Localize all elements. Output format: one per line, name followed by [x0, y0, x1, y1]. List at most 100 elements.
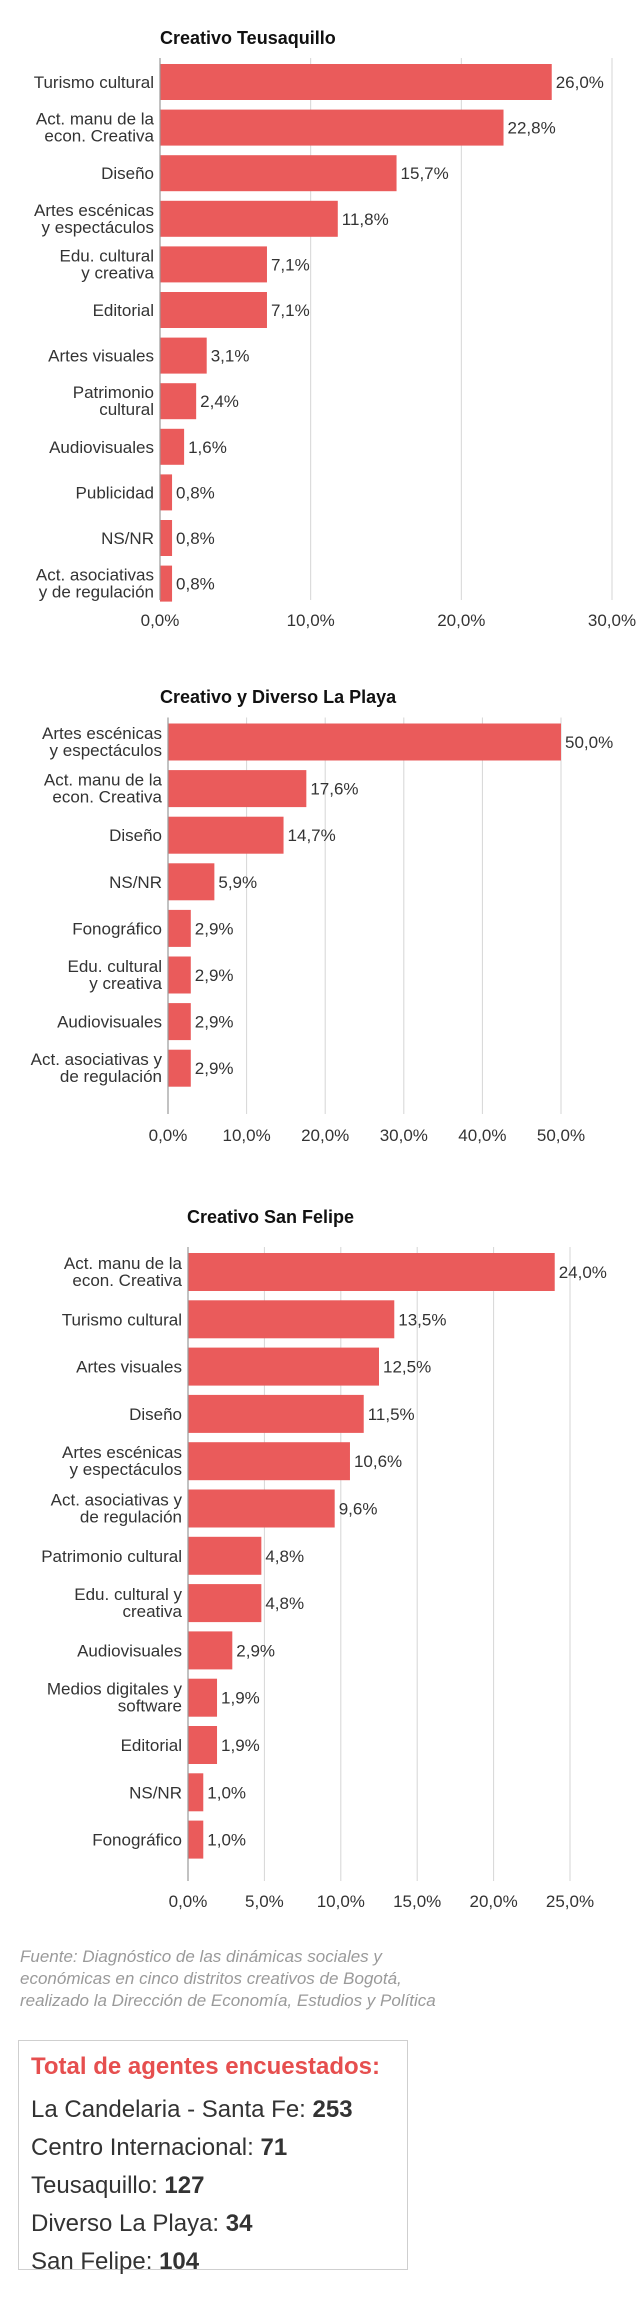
chart-title: Creativo San Felipe: [187, 1207, 354, 1227]
total-row-san-felipe: San Felipe: 104: [31, 2243, 395, 2281]
value-label: 2,4%: [200, 392, 239, 411]
bar: [188, 1253, 555, 1291]
bar: [168, 770, 307, 808]
source-note: Fuente: Diagnóstico de las dinámicas soc…: [20, 1946, 620, 2012]
total-value: 71: [260, 2134, 288, 2161]
chart-creativo-diverso-la-playa: Creativo y Diverso La Playa 0,0% 10,0% 20,0…: [31, 687, 614, 1145]
x-tick-label: 50,0%: [537, 1126, 585, 1145]
bar: [160, 383, 197, 420]
value-label: 4,8%: [265, 1547, 304, 1566]
total-value: 104: [159, 2248, 200, 2275]
value-label: 7,1%: [271, 255, 310, 274]
bar: [160, 200, 338, 237]
x-tick-label: 20,0%: [469, 1892, 517, 1911]
category-label: NS/NR: [109, 873, 162, 892]
total-label: Diverso La Playa:: [31, 2210, 226, 2237]
bar: [160, 337, 207, 374]
category-label: Act. manu de la econ. Creativa: [44, 771, 163, 807]
value-label: 7,1%: [271, 301, 310, 320]
category-label: Act. manu de la econ. Creativa: [64, 1254, 183, 1290]
value-label: 1,9%: [221, 1736, 260, 1755]
source-line: Fuente: Diagnóstico de las dinámicas soc…: [20, 1947, 382, 1966]
value-label: 2,9%: [195, 919, 234, 938]
category-label: Turismo cultural: [62, 1310, 182, 1329]
bar: [160, 474, 173, 511]
total-row-diverso-la-playa: Diverso La Playa: 34: [31, 2205, 395, 2243]
category-label: Artes escénicas y espectáculos: [34, 201, 154, 237]
category-label: Fonográfico: [92, 1831, 182, 1850]
x-tick-label: 30,0%: [380, 1126, 428, 1145]
category-label: Patrimonio cultural: [41, 1547, 182, 1566]
value-label: 12,5%: [383, 1358, 431, 1377]
chart-creativo-san-felipe: Creativo San Felipe 0,0% 5,0% 10,0% 15,0% 20,…: [41, 1207, 607, 1911]
x-tick-label: 40,0%: [458, 1126, 506, 1145]
category-label: Edu. cultural y creativa: [68, 957, 163, 993]
total-label: San Felipe:: [31, 2248, 160, 2275]
value-label: 26,0%: [556, 73, 604, 92]
bar: [188, 1678, 218, 1717]
bar: [168, 1049, 191, 1087]
value-label: 15,7%: [401, 164, 449, 183]
value-label: 3,1%: [211, 347, 250, 366]
value-label: 2,9%: [195, 1059, 234, 1078]
value-label: 1,0%: [207, 1831, 246, 1850]
category-label: Act. asociativas y de regulación: [36, 566, 154, 602]
total-label: Centro Internacional:: [31, 2134, 261, 2161]
value-label: 14,7%: [288, 826, 336, 845]
value-label: 9,6%: [339, 1500, 378, 1519]
value-label: 4,8%: [265, 1594, 304, 1613]
value-label: 1,6%: [188, 438, 227, 457]
category-label: Patrimonio cultural: [73, 383, 154, 419]
category-label: Artes escénicas y espectáculos: [42, 724, 162, 760]
bar: [160, 292, 267, 328]
category-label: Fonográfico: [72, 919, 162, 938]
value-label: 5,9%: [218, 873, 257, 892]
category-label: Artes visuales: [48, 347, 154, 366]
source-line: económicas en cinco distritos creativos …: [20, 1969, 402, 1988]
bar: [188, 1536, 262, 1575]
category-label: Editorial: [121, 1736, 182, 1755]
bar: [188, 1820, 204, 1859]
source-line: realizado la Dirección de Economía, Estu…: [20, 1991, 436, 2010]
bar: [188, 1631, 233, 1670]
total-row-centro-internacional: Centro Internacional: 71: [31, 2129, 395, 2167]
category-label: Audiovisuales: [57, 1013, 162, 1032]
totals-title: Total de agentes encuestados:: [31, 2053, 380, 2080]
bar: [168, 816, 284, 854]
category-label: Turismo cultural: [34, 73, 154, 92]
x-tick-label: 0,0%: [149, 1126, 188, 1145]
total-row-la-candelaria: La Candelaria - Santa Fe: 253: [31, 2091, 395, 2129]
bar: [188, 1442, 350, 1481]
value-label: 0,8%: [176, 529, 215, 548]
bar: [160, 64, 552, 100]
value-label: 1,9%: [221, 1689, 260, 1708]
category-label: Edu. cultural y creativa: [60, 246, 155, 282]
category-label: Act. manu de la econ. Creativa: [36, 110, 155, 146]
bar: [188, 1773, 204, 1812]
x-tick-label: 0,0%: [169, 1892, 208, 1911]
value-label: 11,5%: [368, 1405, 415, 1424]
category-label: Act. asociativas y de regulación: [31, 1050, 163, 1086]
category-label: Audiovisuales: [77, 1641, 182, 1660]
value-label: 22,8%: [508, 119, 556, 138]
category-label: NS/NR: [129, 1783, 182, 1802]
category-label: Artes visuales: [76, 1358, 182, 1377]
bar: [188, 1489, 335, 1528]
bar: [160, 565, 173, 602]
bar: [188, 1584, 262, 1623]
total-value: 253: [312, 2096, 353, 2123]
bar: [160, 520, 173, 556]
x-tick-label: 0,0%: [141, 611, 180, 630]
value-label: 50,0%: [565, 733, 613, 752]
category-label: Publicidad: [76, 483, 154, 502]
x-tick-label: 5,0%: [245, 1892, 284, 1911]
x-tick-label: 10,0%: [317, 1892, 365, 1911]
total-label: Teusaquillo:: [31, 2172, 165, 2199]
category-label: Diseño: [101, 164, 154, 183]
value-label: 13,5%: [398, 1310, 446, 1329]
value-label: 2,9%: [195, 1013, 234, 1032]
category-label: Diseño: [129, 1405, 182, 1424]
x-tick-label: 20,0%: [437, 611, 485, 630]
bar: [168, 1003, 191, 1041]
value-label: 10,6%: [354, 1452, 402, 1471]
